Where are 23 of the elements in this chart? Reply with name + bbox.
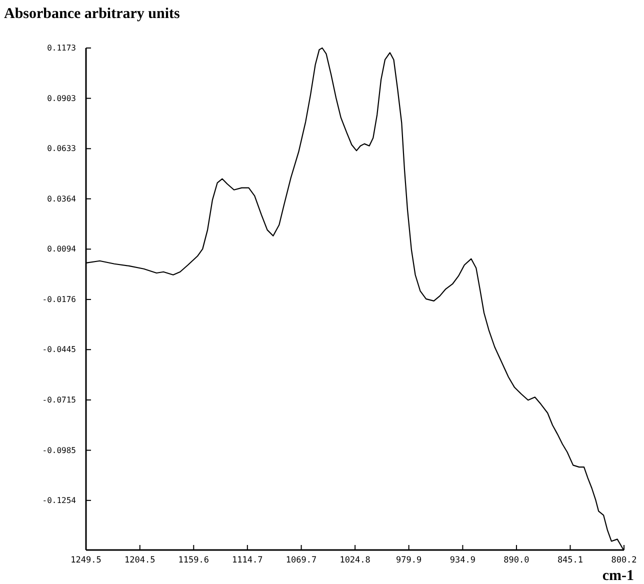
x-tick-label: 1204.5 <box>124 555 156 566</box>
y-tick-label: 0.0364 <box>47 194 76 204</box>
x-tick-label: 800.2 <box>611 555 637 566</box>
x-tick-label: 890.0 <box>504 555 530 566</box>
y-axis-title: Absorbance arbitrary units <box>4 6 180 22</box>
y-tick-label: -0.0445 <box>42 345 76 354</box>
y-tick-label: 0.0903 <box>47 94 76 103</box>
y-tick-label: -0.1254 <box>42 496 76 505</box>
x-tick-label: 934.9 <box>450 555 476 566</box>
y-tick-label: 0.0094 <box>47 244 76 254</box>
x-tick-label: 1069.7 <box>286 555 317 566</box>
x-tick-label: 1159.6 <box>178 555 210 566</box>
x-tick-label: 1024.8 <box>340 555 370 566</box>
x-axis-title: cm-1 <box>602 568 634 584</box>
x-tick-label: 979.9 <box>396 555 422 566</box>
y-tick-label: -0.0715 <box>42 396 76 404</box>
x-tick-label: 1249.5 <box>70 555 102 566</box>
y-tick-label: -0.0176 <box>42 295 76 304</box>
x-tick-label: 845.1 <box>557 555 584 566</box>
y-tick-label: 0.0633 <box>47 144 76 154</box>
y-tick-label: -0.0985 <box>42 446 76 455</box>
x-tick-label: 1114.7 <box>232 555 263 566</box>
y-tick-label: 0.1173 <box>47 44 76 53</box>
